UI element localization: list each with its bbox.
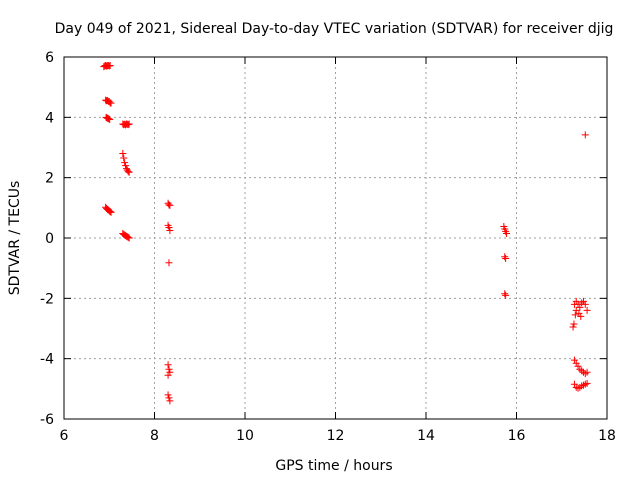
data-point — [165, 223, 173, 231]
data-point — [577, 312, 585, 320]
data-point — [501, 290, 509, 298]
x-tick-label: 10 — [236, 428, 254, 444]
data-point — [119, 150, 127, 158]
data-point — [501, 253, 509, 261]
data-point — [576, 303, 584, 311]
data-point — [576, 365, 584, 373]
x-tick-label: 16 — [508, 428, 526, 444]
x-tick-label: 12 — [327, 428, 345, 444]
data-point — [105, 98, 113, 106]
grid — [64, 57, 607, 419]
data-point — [578, 367, 586, 375]
data-points — [100, 61, 591, 405]
data-point — [122, 162, 130, 170]
data-point — [106, 207, 114, 215]
data-point — [572, 359, 580, 367]
data-point — [105, 207, 113, 215]
y-tick-label: 4 — [45, 110, 54, 126]
x-tick-label: 18 — [598, 428, 616, 444]
data-point — [106, 115, 114, 123]
data-point — [581, 131, 589, 139]
axis-ticks: 6 8 10 12 14 16 18 -6 -4 -2 0 2 4 6 — [40, 50, 616, 444]
data-point — [122, 165, 130, 173]
data-point — [166, 397, 174, 405]
data-point — [105, 115, 113, 123]
data-point — [581, 300, 589, 308]
data-point — [124, 233, 132, 241]
x-tick-label: 14 — [417, 428, 435, 444]
data-point — [106, 61, 114, 69]
data-point — [570, 380, 578, 388]
data-point — [579, 381, 587, 389]
y-tick-label: -6 — [40, 412, 54, 428]
data-point — [570, 320, 578, 328]
data-point — [574, 300, 582, 308]
data-point — [124, 121, 132, 129]
y-tick-label: 6 — [45, 50, 54, 66]
data-point — [578, 382, 586, 390]
data-point — [107, 99, 115, 107]
data-point — [166, 201, 174, 209]
data-point — [575, 309, 583, 317]
data-point — [579, 297, 587, 305]
x-tick-label: 8 — [150, 428, 159, 444]
data-point — [571, 311, 579, 319]
data-point — [105, 62, 113, 70]
data-point — [166, 226, 174, 234]
y-tick-label: 0 — [45, 231, 54, 247]
data-point — [572, 297, 580, 305]
data-point — [165, 259, 173, 267]
data-point — [125, 234, 133, 242]
x-tick-label: 6 — [60, 428, 69, 444]
data-point — [574, 384, 582, 392]
y-axis-label: SDTVAR / TECUs — [7, 181, 23, 296]
data-point — [583, 368, 591, 376]
chart-title: Day 049 of 2021, Sidereal Day-to-day VTE… — [55, 21, 614, 37]
y-tick-label: 2 — [45, 171, 54, 187]
data-point — [581, 370, 589, 378]
data-point — [574, 362, 582, 370]
data-point — [123, 233, 131, 241]
data-point — [121, 159, 129, 167]
y-tick-label: -2 — [40, 291, 54, 307]
data-point — [502, 291, 510, 299]
data-point — [165, 394, 173, 402]
data-point — [124, 168, 132, 176]
data-point — [164, 371, 172, 379]
data-point — [125, 120, 133, 128]
data-point — [120, 154, 128, 162]
data-point — [165, 201, 173, 209]
data-point — [165, 365, 173, 373]
data-point — [581, 380, 589, 388]
data-point — [164, 361, 172, 369]
data-point — [583, 306, 591, 314]
data-point — [166, 368, 174, 376]
data-point — [164, 391, 172, 399]
data-point — [569, 323, 577, 331]
data-point — [570, 356, 578, 364]
y-tick-label: -4 — [40, 352, 54, 368]
x-axis-label: GPS time / hours — [275, 458, 392, 474]
data-point — [107, 208, 115, 216]
data-point — [503, 229, 511, 237]
data-point — [578, 299, 586, 307]
data-point — [583, 379, 591, 387]
data-point — [502, 255, 510, 263]
data-point — [125, 168, 133, 176]
data-point — [576, 383, 584, 391]
